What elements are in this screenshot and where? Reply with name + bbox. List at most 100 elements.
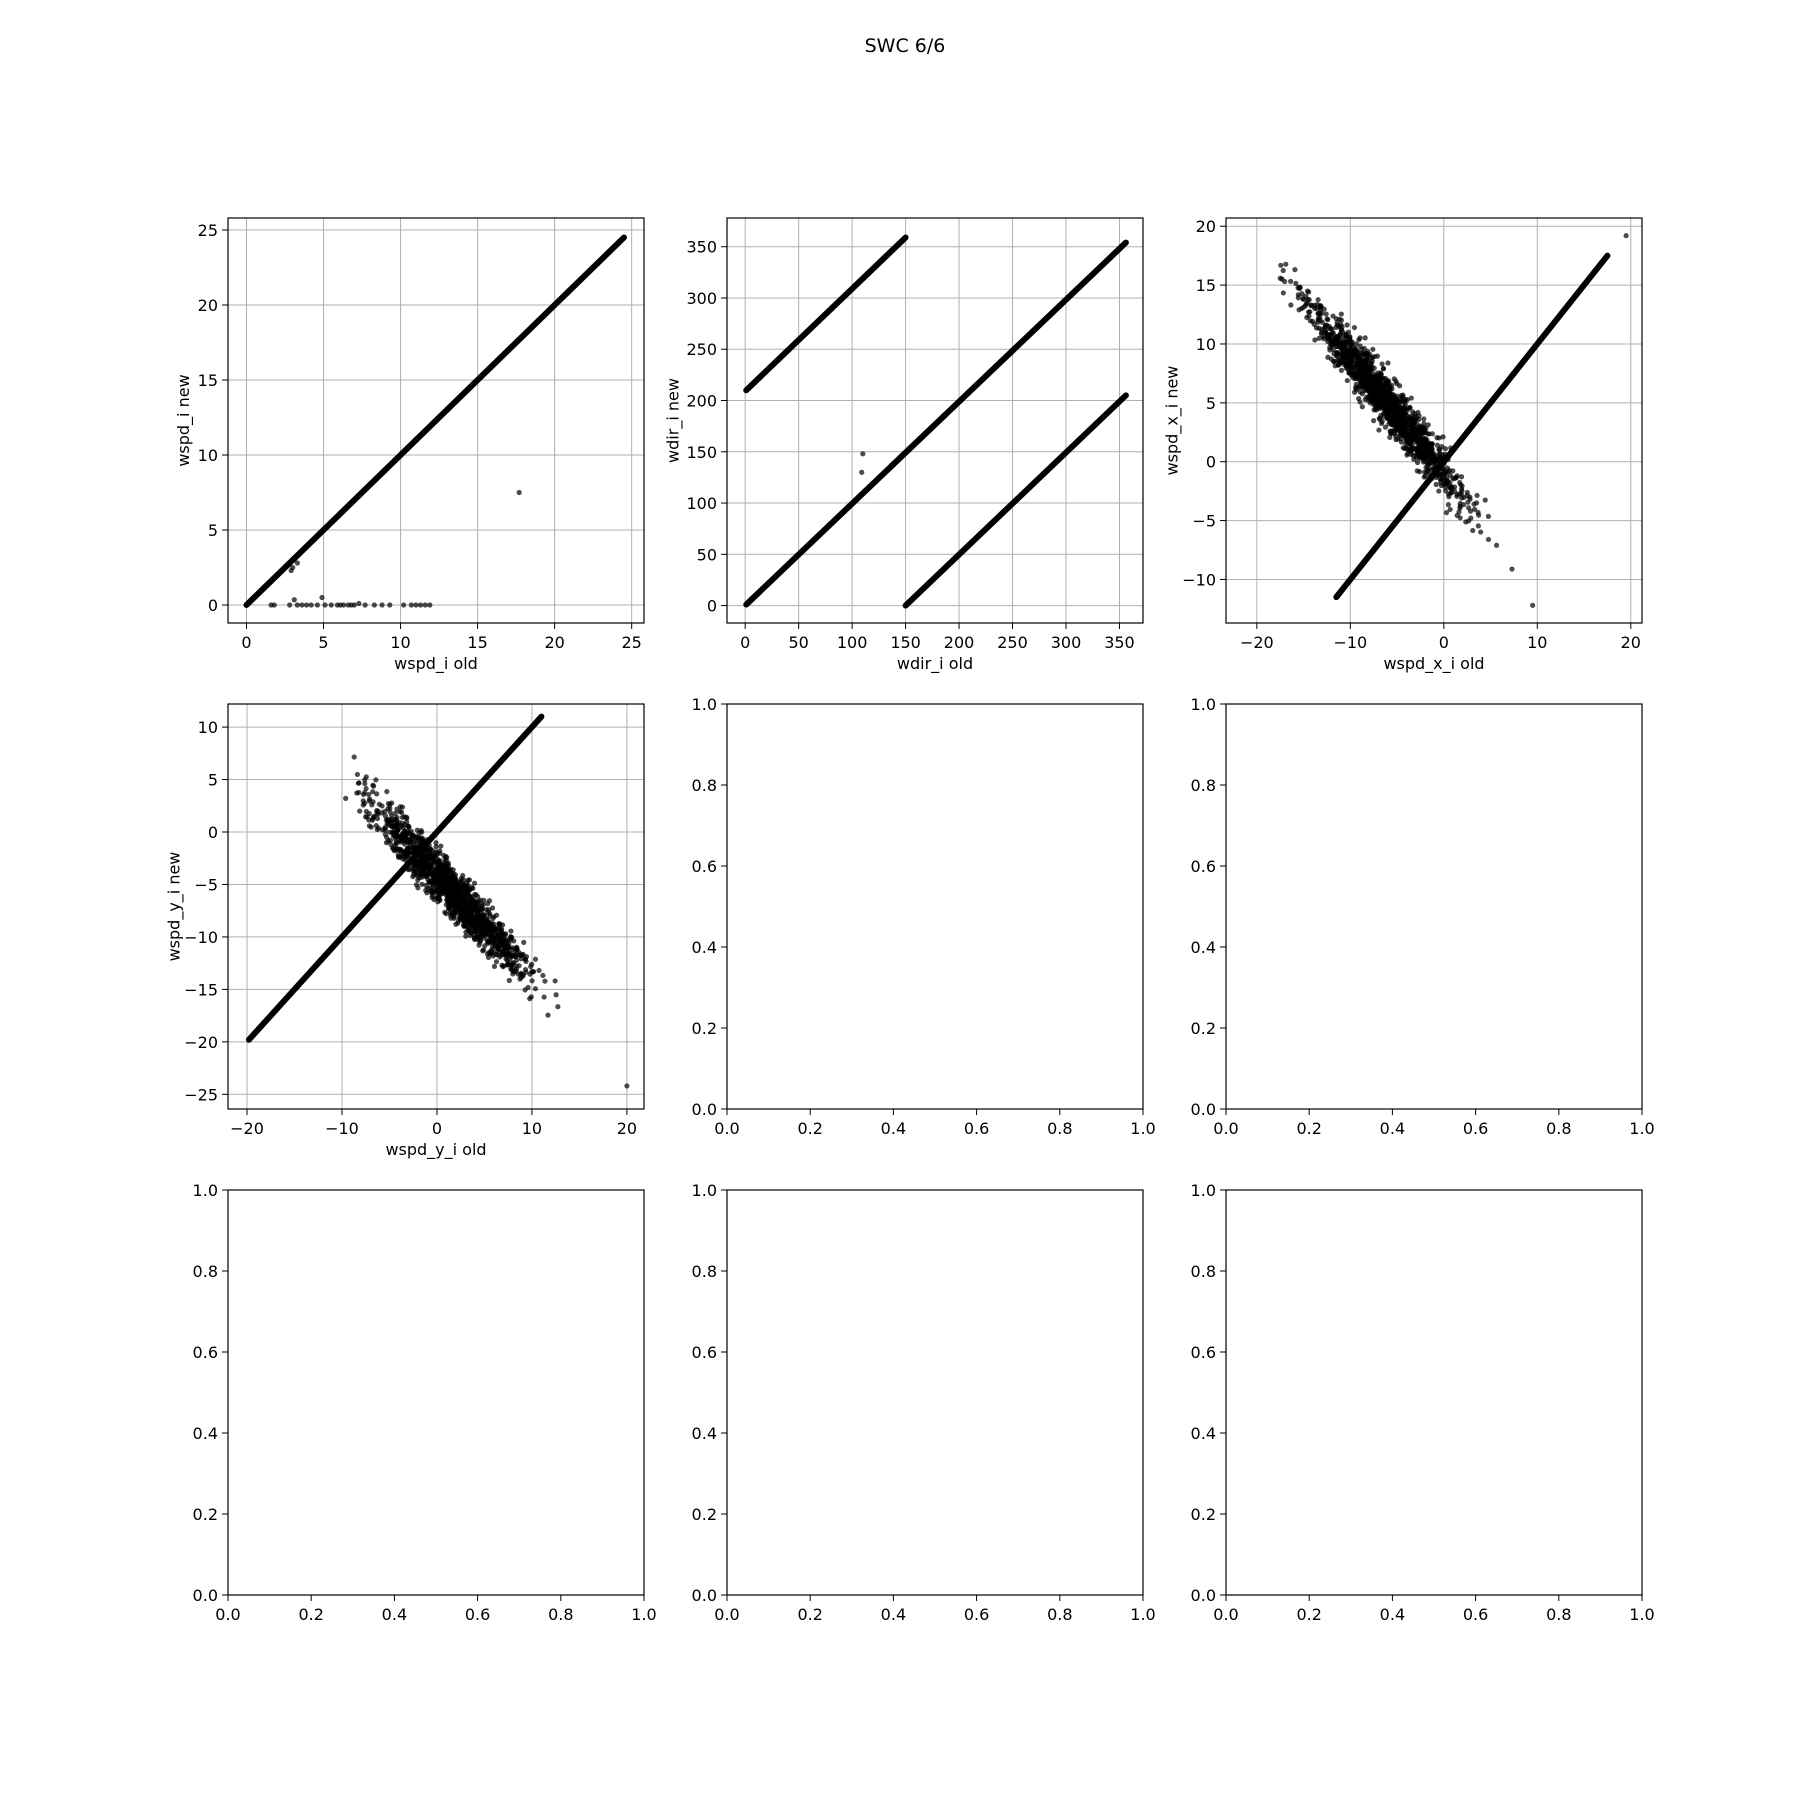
scatter-point [1317,317,1323,324]
scatter-point [859,469,865,475]
y-tick-label: 0.4 [692,938,717,957]
scatter-point [1434,435,1440,441]
axes-frame [1225,703,1643,1110]
scatter-point [384,788,390,795]
y-tick-label: 0.8 [1191,776,1216,795]
scatter-point [408,828,414,834]
scatter-point [397,804,403,810]
scatter-point [398,847,404,853]
scatter-point [430,853,436,860]
y-tick-label: 0.0 [1191,1586,1216,1605]
scatter-point [1296,307,1302,313]
scatter-point [1342,353,1349,359]
y-tick-label: 0.0 [692,1586,717,1605]
scatter-point [429,860,435,866]
scatter-point [399,834,405,840]
scatter-point [1445,482,1451,488]
scatter-point [540,972,546,979]
scatter-point [1408,395,1414,401]
scatter-point [356,780,362,786]
x-tick-label: 50 [788,633,808,652]
x-tick-label: 150 [890,633,921,652]
scatter-point [409,833,415,839]
scatter-point [530,968,537,975]
scatter-point [399,814,406,820]
scatter-point [476,942,482,948]
scatter-point [370,799,376,805]
y-tick-label: 350 [686,238,717,257]
scatter-point [425,871,431,877]
scatter-point [447,868,453,874]
scatter-point [1323,330,1329,336]
y-tick-label: 0.2 [193,1505,218,1524]
scatter-point [1400,398,1406,404]
scatter-point [392,810,398,816]
subplot-4: −20 −10 0 10 20 −25 −20 −15 −10 −5 0 5 10 wspd_y_i ol… [165,703,645,1160]
scatter-point [1324,316,1330,322]
scatter-point [417,602,424,608]
y-tick-label: 50 [697,545,717,564]
scatter-point [472,924,478,930]
x-tick-label: 10 [522,1119,542,1138]
scatter-point [1375,370,1381,376]
x-tick-label: −10 [325,1119,359,1138]
x-tick-label: 0.4 [881,1605,906,1624]
scatter-point [1319,310,1325,316]
scatter-point [430,864,436,870]
scatter-point [287,602,293,608]
y-tick-label: −5 [1192,512,1216,531]
scatter-line-segment [902,392,1129,609]
scatter-point [1353,341,1359,347]
scatter-point [477,906,483,912]
scatter-point [1355,361,1361,367]
x-tick-label: 1.0 [1629,1119,1654,1138]
scatter-point [483,906,490,913]
scatter-point [1439,475,1445,481]
scatter-point [354,771,361,778]
subplot-6: 0.0 0.2 0.4 0.6 0.8 1.0 0.0 0.2 0.4 0.6 0.8 1.0 [1191,695,1655,1138]
scatter-point [433,840,439,846]
subplot-8: 0.0 0.2 0.4 0.6 0.8 1.0 0.0 0.2 0.4 0.6 0.8 1.0 [692,1181,1156,1624]
x-tick-label: 300 [1051,633,1082,652]
x-axis-label: wspd_x_i old [1383,654,1484,674]
x-tick-label: 1.0 [1130,1119,1155,1138]
scatter-point [1316,335,1322,341]
scatter-point [525,984,531,991]
x-tick-label: 1.0 [1629,1605,1654,1624]
scatter-point [1464,489,1470,496]
scatter-point [303,602,310,608]
x-tick-label: 10 [390,633,410,652]
scatter-point [516,489,522,496]
x-tick-label: −10 [1333,633,1367,652]
subplot-9: 0.0 0.2 0.4 0.6 0.8 1.0 0.0 0.2 0.4 0.6 0.8 1.0 [1191,1181,1655,1624]
scatter-point [1280,290,1286,296]
scatter-point [498,932,504,938]
y-tick-label: 15 [1196,276,1216,295]
scatter-point [436,857,443,863]
scatter-point [1530,602,1536,608]
scatter-point [351,602,357,608]
scatter-point [532,956,539,962]
scatter-point [1509,566,1515,572]
scatter-point [322,602,328,608]
scatter-point [1414,468,1420,474]
scatter-point [1405,450,1411,456]
scatter-point [408,602,414,608]
y-axis-label: wspd_y_i new [165,852,185,962]
scatter-point [1391,406,1397,412]
scatter-point [517,976,523,982]
scatter-point [299,602,305,608]
scatter-point [1370,373,1376,379]
scatter-point [1485,536,1492,543]
scatter-point [496,924,502,931]
scatter-point [1300,304,1307,310]
scatter-point [1332,363,1338,369]
scatter-point [1362,335,1368,341]
x-tick-label: 1.0 [631,1605,656,1624]
scatter-point [545,1012,551,1018]
y-tick-label: −10 [1182,570,1216,589]
scatter-point [1330,313,1336,319]
x-tick-label: 20 [1621,633,1641,652]
scatter-point [1339,357,1345,363]
scatter-point [343,795,349,801]
